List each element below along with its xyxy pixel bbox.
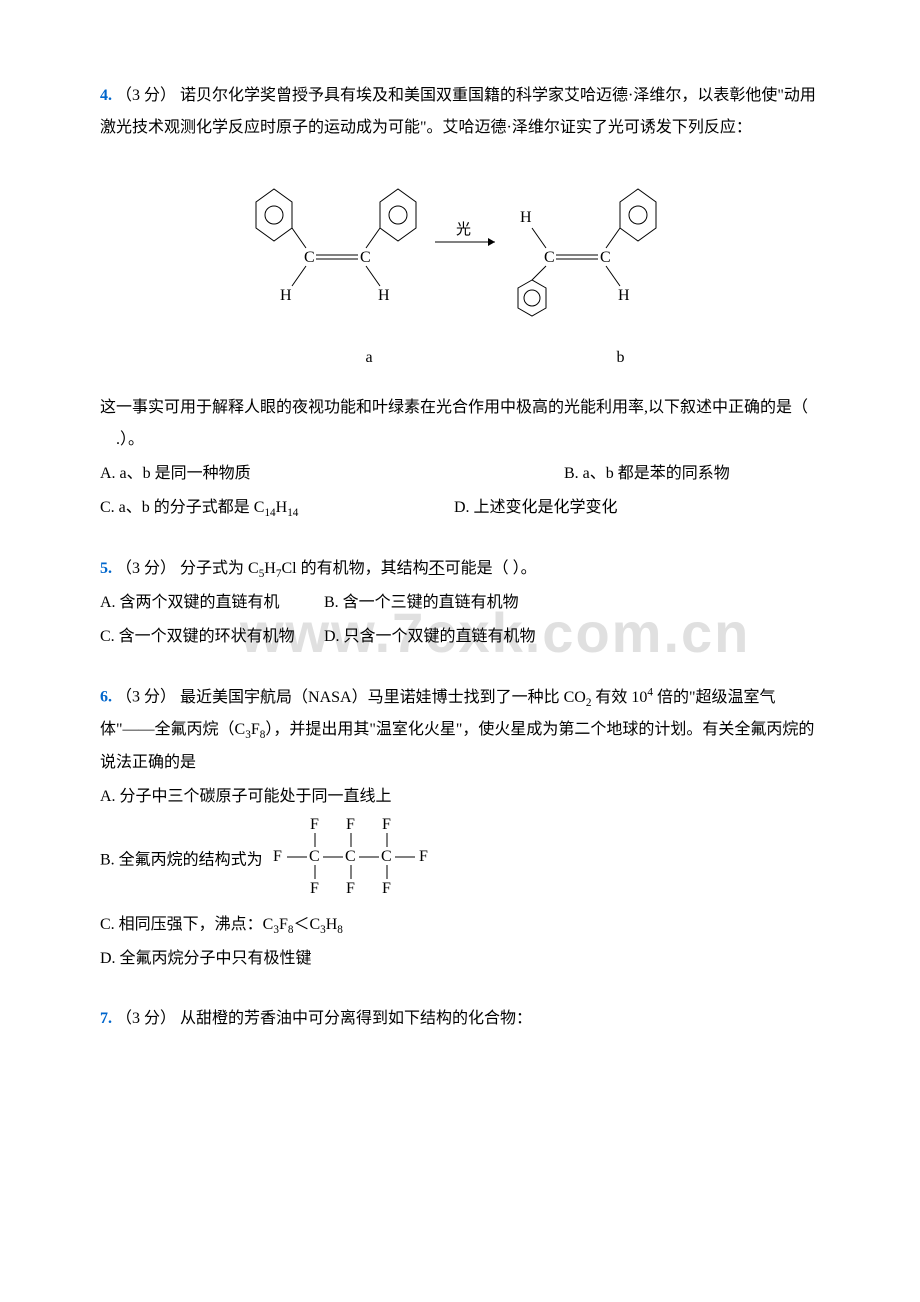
q4-fig-H-a2: H	[378, 287, 390, 304]
q5-post: 可能是（ ）。	[445, 560, 537, 577]
svg-text:C: C	[544, 249, 555, 266]
q4-optC: C. a、b 的分子式都是 C14H14	[100, 492, 450, 525]
q6-optC-s4: 8	[337, 924, 343, 936]
q6-mid1: 有效 10	[591, 689, 647, 706]
q6-pre: 最近美国宇航局（NASA）马里诺娃博士找到了一种比 CO	[180, 689, 586, 706]
q4-fig-label-b: b	[617, 342, 625, 374]
q5-underlined: 不	[429, 560, 445, 577]
q4-optC-mid: H	[276, 499, 288, 516]
q7-points: （3 分）	[116, 1010, 176, 1027]
q4-optC-sub1: 14	[264, 507, 275, 519]
q4-reaction-svg: C C H H 光 C C	[240, 162, 680, 322]
q6-number: 6.	[100, 689, 112, 706]
q6-optB: B. 全氟丙烷的结构式为	[100, 851, 263, 868]
q6-mid3: F	[251, 721, 260, 738]
q6-optB-line: B. 全氟丙烷的结构式为 F C C C F F F F F F F	[100, 815, 820, 907]
svg-text:F: F	[382, 880, 391, 895]
q4-fig-H-b2: H	[618, 287, 630, 304]
q7-number: 7.	[100, 1010, 112, 1027]
q6-optA: A. 分子中三个碳原子可能处于同一直线上	[100, 781, 820, 813]
svg-text:F: F	[419, 848, 428, 865]
q4-optA: A. a、b 是同一种物质	[100, 458, 560, 490]
svg-text:C: C	[381, 848, 392, 865]
q6-stem: 最近美国宇航局（NASA）马里诺娃博士找到了一种比 CO2 有效 104 倍的"…	[100, 689, 814, 771]
q6-optC: C. 相同压强下，沸点：C3F8＜C3H8	[100, 909, 820, 942]
q5-stem: 分子式为 C5H7Cl 的有机物，其结构不可能是（ ）。	[180, 560, 537, 577]
svg-text:C: C	[600, 249, 611, 266]
q5-text-pre: 分子式为 C	[180, 560, 259, 577]
q7-text: 从甜橙的芳香油中可分离得到如下结构的化合物：	[180, 1010, 532, 1027]
svg-text:C: C	[345, 848, 356, 865]
question-5: 5. （3 分） 分子式为 C5H7Cl 的有机物，其结构不可能是（ ）。 A.…	[100, 553, 820, 654]
q4-optB: B. a、b 都是苯的同系物	[564, 465, 730, 482]
q5-points: （3 分）	[116, 560, 176, 577]
svg-text:F: F	[382, 816, 391, 833]
svg-text:F: F	[346, 880, 355, 895]
q5-optD: D. 只含一个双键的直链有机物	[324, 628, 536, 645]
q4-arrow-label: 光	[456, 221, 471, 238]
svg-text:C: C	[304, 249, 315, 266]
q6-points: （3 分）	[116, 689, 176, 706]
svg-text:F: F	[346, 816, 355, 833]
svg-text:F: F	[310, 816, 319, 833]
svg-text:F: F	[273, 848, 282, 865]
q4-fig-H-b1: H	[520, 209, 532, 226]
q5-mid2: Cl 的有机物，其结构	[281, 560, 428, 577]
q4-optD: D. 上述变化是化学变化	[454, 499, 618, 516]
svg-text:C: C	[360, 249, 371, 266]
q5-number: 5.	[100, 560, 112, 577]
question-4: 4. （3 分） 诺贝尔化学奖曾授予具有埃及和美国双重国籍的科学家艾哈迈德·泽维…	[100, 80, 820, 525]
q5-mid1: H	[264, 560, 276, 577]
q4-optC-pre: C. a、b 的分子式都是 C	[100, 499, 264, 516]
q6-optC-m1: F	[279, 916, 288, 933]
q4-fig-label-a: a	[365, 342, 372, 374]
svg-text:F: F	[310, 880, 319, 895]
q4-figure: C C H H 光 C C	[100, 162, 820, 374]
q4-text1: 诺贝尔化学奖曾授予具有埃及和美国双重国籍的科学家艾哈迈德·泽维尔，以表彰他使"动…	[100, 87, 816, 136]
q6-optC-m3: H	[326, 916, 338, 933]
q5-optB: B. 含一个三键的直链有机物	[324, 594, 519, 611]
q6-optD: D. 全氟丙烷分子中只有极性键	[100, 943, 820, 975]
q4-optC-sub2: 14	[287, 507, 298, 519]
q4-number: 4.	[100, 87, 112, 104]
q6-optC-m2: ＜C	[293, 916, 320, 933]
q4-fig-H-a1: H	[280, 287, 292, 304]
q6-optC-pre: C. 相同压强下，沸点：C	[100, 916, 273, 933]
q6-structural-formula: F C C C F F F F F F F	[273, 815, 473, 907]
q4-points: （3 分）	[116, 87, 176, 104]
question-6: 6. （3 分） 最近美国宇航局（NASA）马里诺娃博士找到了一种比 CO2 有…	[100, 681, 820, 975]
svg-text:C: C	[309, 848, 320, 865]
q5-optC: C. 含一个双键的环状有机物	[100, 621, 320, 653]
question-7: 7. （3 分） 从甜橙的芳香油中可分离得到如下结构的化合物：	[100, 1003, 820, 1035]
q5-optA: A. 含两个双键的直链有机	[100, 587, 320, 619]
q4-text2: 这一事实可用于解释人眼的夜视功能和叶绿素在光合作用中极高的光能利用率,以下叙述中…	[100, 392, 820, 456]
